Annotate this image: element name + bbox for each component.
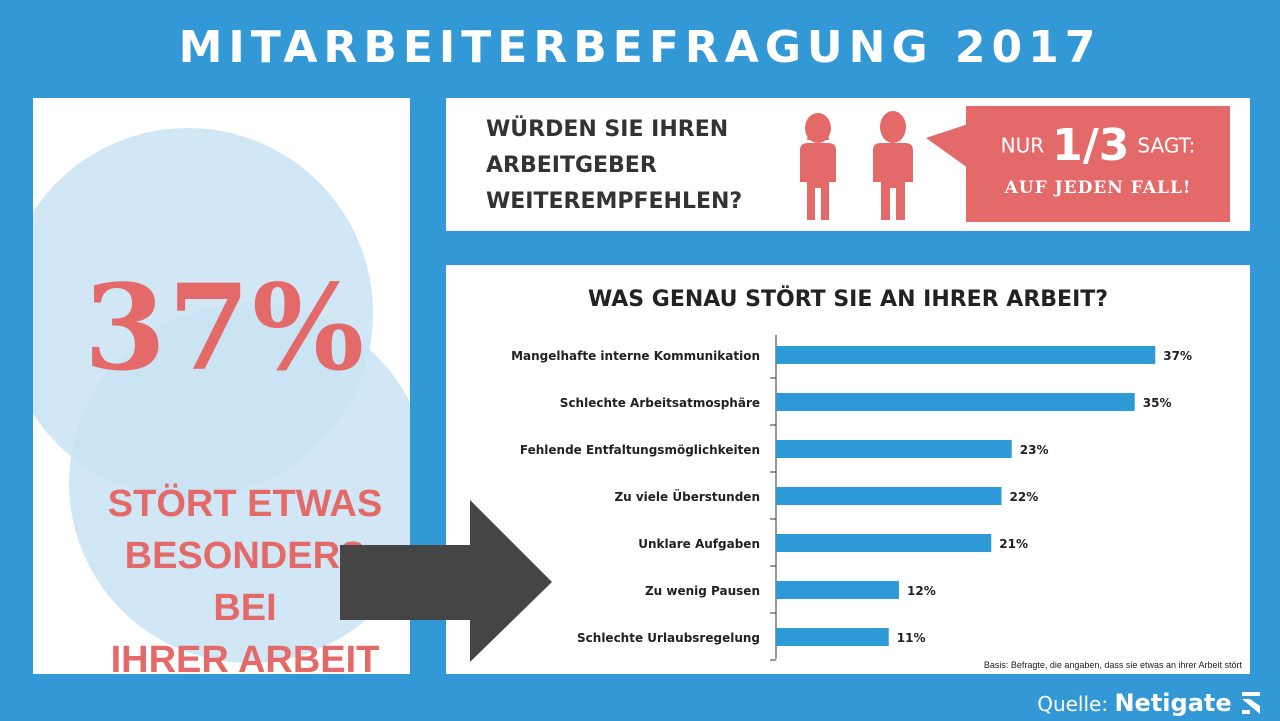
source-credit: Quelle: Netigate bbox=[1037, 689, 1260, 717]
category-label: Mangelhafte interne Kommunikation bbox=[511, 349, 760, 363]
source-brand: Netigate bbox=[1114, 689, 1232, 717]
data-label: 21% bbox=[999, 537, 1028, 551]
data-label: 12% bbox=[907, 584, 936, 598]
bar bbox=[776, 393, 1135, 411]
bubble-fraction: 1/3 bbox=[1052, 120, 1130, 171]
bar bbox=[776, 581, 899, 599]
page-title: MITARBEITERBEFRAGUNG 2017 bbox=[178, 22, 1102, 73]
question-line: ARBEITGEBER bbox=[486, 153, 657, 178]
bubble-prefix: NUR bbox=[1000, 133, 1045, 158]
caption-line: BESONDERS BEI bbox=[124, 535, 366, 629]
recommend-panel: WÜRDEN SIE IHREN ARBEITGEBER WEITEREMPFE… bbox=[446, 98, 1250, 231]
bar bbox=[776, 440, 1012, 458]
caption-line: STÖRT ETWAS bbox=[107, 483, 383, 525]
category-label: Schlechte Arbeitsatmosphäre bbox=[560, 396, 760, 410]
recommend-question: WÜRDEN SIE IHREN ARBEITGEBER WEITEREMPFE… bbox=[486, 112, 786, 220]
data-label: 11% bbox=[897, 631, 926, 645]
category-label: Zu viele Überstunden bbox=[614, 489, 760, 504]
netigate-logo-icon bbox=[1242, 692, 1260, 714]
big-percent: 37% bbox=[83, 258, 367, 397]
question-line: WÜRDEN SIE IHREN bbox=[486, 117, 729, 142]
question-line: WEITEREMPFEHLEN? bbox=[486, 189, 743, 214]
man-icon bbox=[873, 111, 913, 220]
woman-icon bbox=[800, 113, 836, 220]
caption-line: IHRER ARBEIT bbox=[110, 639, 380, 674]
arrow-icon bbox=[340, 500, 552, 662]
bubble-line-2: AUF JEDEN FALL! bbox=[1004, 178, 1192, 198]
data-label: 23% bbox=[1020, 443, 1049, 457]
big-percent-caption: STÖRT ETWAS BESONDERS BEI IHRER ARBEIT bbox=[95, 478, 395, 674]
bar bbox=[776, 628, 889, 646]
bar-chart: Mangelhafte interne Kommunikation 37% Schl… bbox=[511, 335, 1192, 661]
category-label: Zu wenig Pausen bbox=[645, 584, 760, 598]
source-label: Quelle: bbox=[1037, 692, 1109, 716]
data-label: 22% bbox=[1010, 490, 1039, 504]
data-label: 37% bbox=[1163, 349, 1192, 363]
chart-footnote: Basis: Befragte, die angaben, dass sie e… bbox=[983, 660, 1242, 670]
bar bbox=[776, 534, 992, 552]
category-label: Fehlende Entfaltungsmöglichkeiten bbox=[520, 443, 760, 457]
bubble-suffix: SAGT: bbox=[1137, 133, 1196, 158]
chart-title: WAS GENAU STÖRT SIE AN IHRER ARBEIT? bbox=[587, 287, 1109, 312]
data-label: 35% bbox=[1143, 396, 1172, 410]
bar bbox=[776, 487, 1002, 505]
bar bbox=[776, 346, 1156, 364]
category-label: Unklare Aufgaben bbox=[638, 537, 760, 551]
bubble-line-1: NUR 1/3 SAGT: bbox=[966, 120, 1230, 171]
category-label: Schlechte Urlaubsregelung bbox=[577, 631, 760, 645]
chart-panel: WAS GENAU STÖRT SIE AN IHRER ARBEIT? Man… bbox=[446, 265, 1250, 674]
left-panel: 37% STÖRT ETWAS BESONDERS BEI IHRER ARBE… bbox=[33, 98, 410, 674]
speech-bubble-tail bbox=[926, 124, 968, 168]
speech-bubble: NUR 1/3 SAGT: AUF JEDEN FALL! bbox=[966, 106, 1230, 222]
